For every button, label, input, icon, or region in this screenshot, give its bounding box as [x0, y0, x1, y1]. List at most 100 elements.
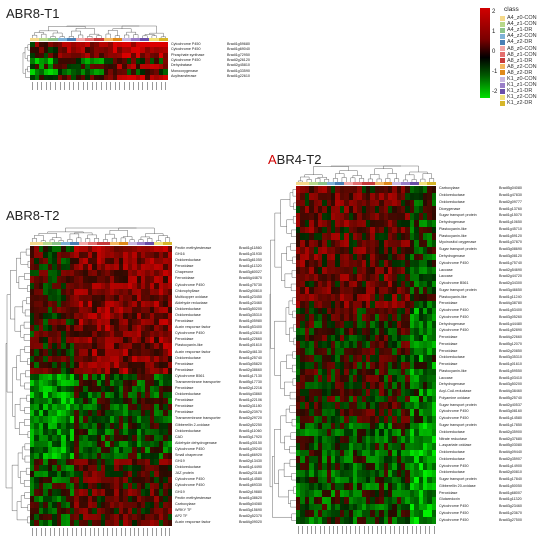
heatmap-cell	[361, 402, 366, 410]
heatmap-cell	[132, 367, 137, 374]
heatmap-cell	[71, 69, 76, 75]
heatmap-cell	[422, 294, 428, 301]
heatmap-cell	[326, 476, 331, 484]
heatmap-cell	[387, 233, 393, 241]
heatmap-cell	[317, 456, 323, 464]
heatmap-cell	[65, 404, 70, 411]
heatmap-cell	[361, 226, 366, 234]
heatmap-cell	[317, 422, 323, 430]
heatmap-cell	[105, 258, 110, 265]
dendrogram-branch	[429, 178, 435, 182]
dendrogram-branch	[420, 178, 426, 182]
heatmap-cell	[326, 192, 331, 200]
heatmap-cell	[357, 213, 362, 220]
heatmap-cell	[158, 58, 164, 64]
heatmap-cell	[140, 367, 146, 374]
heatmap-cell	[69, 319, 75, 326]
class-swatch	[500, 88, 505, 94]
heatmap-cell	[127, 452, 133, 460]
heatmap-cell	[69, 385, 75, 393]
dendrogram-branch	[16, 257, 21, 283]
heatmap-cell	[352, 314, 358, 322]
heatmap-cell	[96, 495, 101, 502]
heatmap-cell	[48, 52, 53, 59]
class-annotation-strip	[296, 182, 436, 185]
heatmap-cell	[71, 52, 76, 59]
heatmap-cell	[78, 452, 84, 460]
heatmap-cell	[309, 402, 314, 410]
sample-tick	[114, 82, 116, 90]
gene-function-label: Oxidoreductase	[439, 456, 465, 461]
heatmap-cell	[313, 253, 318, 261]
heatmap-cell	[296, 355, 301, 362]
gene-function-label: Cytochrome P450	[439, 517, 469, 522]
heatmap-cell	[331, 348, 336, 355]
heatmap-cell	[352, 463, 358, 470]
heatmap-cell	[140, 361, 146, 368]
heatmap-cell	[43, 258, 48, 265]
heatmap-cell	[132, 385, 137, 393]
heatmap-cell	[414, 213, 419, 220]
heatmap-cell	[52, 404, 57, 411]
heatmap-cell	[123, 507, 128, 514]
heatmap-cell	[344, 219, 349, 227]
heatmap-cell	[145, 373, 150, 380]
heatmap-cell	[427, 226, 432, 234]
heatmap-cell	[127, 294, 133, 301]
heatmap-cell	[118, 434, 124, 441]
heatmap-cell	[383, 382, 388, 389]
gene-function-label: Peroxidase	[439, 341, 458, 346]
heatmap-cell	[331, 402, 336, 410]
heatmap-cell	[123, 422, 128, 429]
gene-function-label: Oxidoreductase	[175, 306, 201, 311]
heatmap-cell	[140, 519, 146, 526]
heatmap-cell	[118, 495, 124, 502]
heatmap-cell	[370, 382, 375, 389]
heatmap-cell	[396, 294, 401, 301]
gene-function-label: Pectin methylesterase	[175, 495, 212, 500]
heatmap-cell	[422, 253, 428, 261]
heatmap-cell	[114, 373, 119, 380]
gene-function-label: Nitrate reductase	[439, 436, 468, 441]
heatmap-cell	[167, 361, 172, 368]
heatmap-cell	[313, 388, 318, 396]
dendrogram-branch	[22, 446, 25, 460]
heatmap-cell	[140, 459, 146, 466]
heatmap-cell	[409, 409, 415, 416]
heatmap-cell	[92, 459, 97, 466]
heatmap-cell	[326, 483, 331, 491]
heatmap-cell	[96, 312, 101, 320]
heatmap-cell	[52, 47, 58, 53]
sample-tick	[96, 82, 97, 90]
gene-function-label: Cytochrome P450	[175, 282, 205, 287]
heatmap-cell	[317, 327, 323, 335]
heatmap-cell	[374, 510, 380, 518]
heatmap-cell	[352, 422, 358, 430]
gene-function-label: Peroxidase	[175, 386, 194, 391]
heatmap-cell	[66, 42, 72, 48]
heatmap-cell	[309, 260, 314, 268]
heatmap-cell	[61, 465, 66, 472]
heatmap-cell	[114, 367, 119, 374]
class-legend-item: A8_z1-DR	[500, 58, 532, 64]
heatmap-cell	[61, 434, 66, 441]
heatmap-cell	[409, 226, 415, 234]
heatmap-cell	[357, 260, 362, 268]
heatmap-cell	[304, 395, 310, 403]
heatmap-cell	[348, 219, 353, 227]
heatmap-cell	[48, 58, 53, 64]
sample-tick	[32, 82, 33, 90]
heatmap-cell	[427, 321, 432, 328]
heatmap-cell	[357, 388, 362, 396]
heatmap-cell	[339, 219, 345, 227]
heatmap-cell	[322, 213, 327, 220]
heatmap-cell	[357, 348, 362, 355]
heatmap-cell	[387, 361, 393, 369]
heatmap-cell	[331, 219, 336, 227]
heatmap-cell	[154, 392, 159, 399]
heatmap-cell	[322, 449, 327, 457]
heatmap-cell	[414, 510, 419, 518]
heatmap-cell	[361, 490, 366, 497]
heatmap-cell	[387, 321, 393, 328]
heatmap-cell	[167, 459, 172, 466]
